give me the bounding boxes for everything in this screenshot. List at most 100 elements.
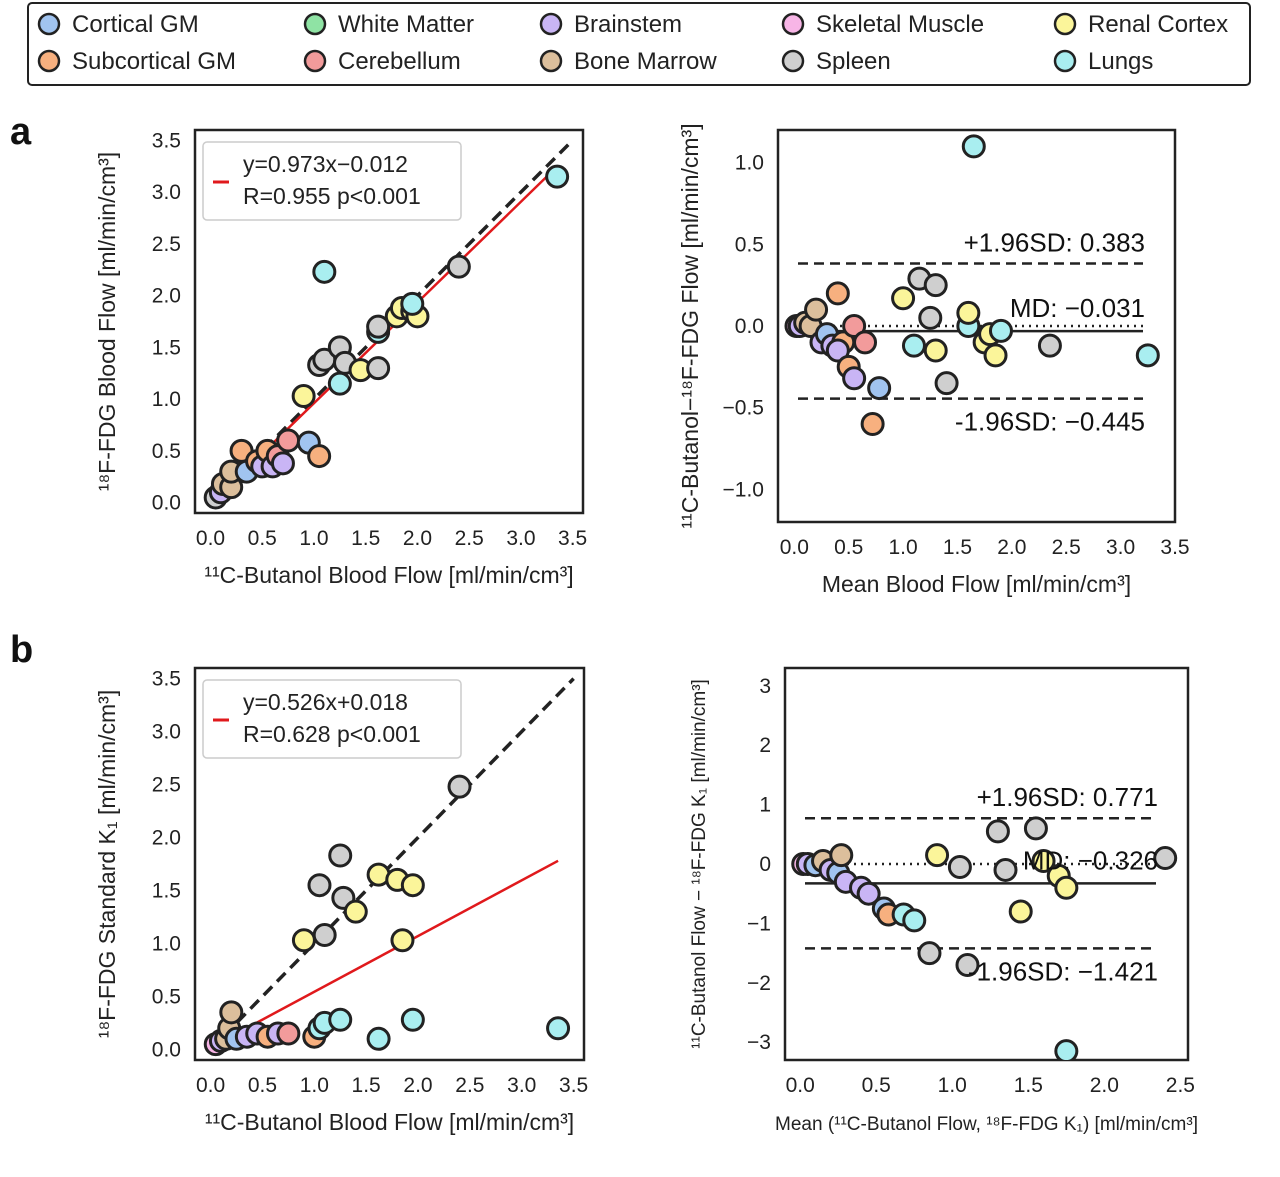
legend-label: Spleen xyxy=(816,48,891,75)
x-tick-label: 0.5 xyxy=(248,527,277,550)
plot-area xyxy=(203,677,575,1057)
data-point xyxy=(545,164,570,189)
data-point xyxy=(853,330,878,355)
x-tick-label: 3.5 xyxy=(558,527,587,550)
fit-statistics: R=0.628 p<0.001 xyxy=(243,721,421,747)
x-tick-label: 3.0 xyxy=(1106,536,1135,559)
y-tick-label: 3.5 xyxy=(152,129,181,152)
x-tick-label: 3.0 xyxy=(507,1074,536,1097)
x-tick-label: 3.5 xyxy=(1160,536,1189,559)
legend-marker xyxy=(303,12,327,36)
x-tick-label: 2.5 xyxy=(1166,1074,1195,1097)
y-tick-label: 2 xyxy=(759,734,771,757)
data-point xyxy=(276,1021,301,1046)
y-tick-label: 1.0 xyxy=(152,388,181,411)
data-point xyxy=(1153,846,1178,871)
y-tick-label: 3.0 xyxy=(152,721,181,744)
fit-equation: y=0.973x−0.012 xyxy=(243,151,408,177)
x-tick-label: 2.0 xyxy=(997,536,1026,559)
y-axis-label: ¹⁸F-FDG Blood Flow [ml/min/cm³] xyxy=(94,152,120,491)
plot-area xyxy=(791,816,1178,1060)
fit-legend: y=0.973x−0.012 R=0.955 p<0.001 xyxy=(202,141,462,221)
y-tick-label: −1 xyxy=(747,912,771,935)
data-point xyxy=(804,297,829,322)
y-tick-label: 0.5 xyxy=(152,440,181,463)
data-point xyxy=(328,1007,353,1032)
regression-line xyxy=(213,859,559,1047)
y-tick-label: 2.5 xyxy=(152,774,181,797)
data-point xyxy=(366,1026,391,1051)
data-point xyxy=(343,899,368,924)
scatter-plot-b: 0.0 0.5 1.0 1.5 2.0 2.5 3.0 3.5 0.0 0.5 1.0 1.5 2.0 2… xyxy=(94,666,588,1135)
legend-label: Skeletal Muscle xyxy=(816,11,984,38)
x-tick-label: 3.0 xyxy=(506,527,535,550)
data-point xyxy=(842,314,867,338)
legend-frame xyxy=(27,2,1251,86)
x-tick-label: 1.0 xyxy=(938,1074,967,1097)
x-axis-label: Mean Blood Flow [ml/min/cm³] xyxy=(822,571,1131,597)
x-tick-label: 0.0 xyxy=(196,1074,225,1097)
legend-label: White Matter xyxy=(338,11,474,38)
x-tick-label: 1.5 xyxy=(943,536,972,559)
y-tick-label: 1.5 xyxy=(152,336,181,359)
legend-marker xyxy=(781,12,805,36)
data-point xyxy=(956,300,981,325)
data-point xyxy=(312,922,337,947)
data-point xyxy=(1008,899,1033,924)
legend-label: Subcortical GM xyxy=(72,48,236,75)
data-point xyxy=(860,412,885,436)
y-tick-label: 1 xyxy=(759,794,771,817)
x-tick-label: 1.5 xyxy=(352,1074,381,1097)
fit-equation: y=0.526x+0.018 xyxy=(243,689,408,715)
x-axis-label: Mean (¹¹C-Butanol Flow, ¹⁸F-FDG K₁) [ml/… xyxy=(775,1114,1198,1135)
y-tick-label: 0.0 xyxy=(152,492,181,515)
data-point xyxy=(328,843,353,868)
data-point xyxy=(923,273,948,298)
y-tick-label: 0 xyxy=(759,853,771,876)
x-tick-label: 1.0 xyxy=(299,527,328,550)
data-point xyxy=(366,356,391,381)
data-point xyxy=(842,366,867,391)
legend-label: Cortical GM xyxy=(72,11,199,38)
y-tick-label: 2.0 xyxy=(152,827,181,850)
y-tick-label: 1.0 xyxy=(152,932,181,955)
legend-marker xyxy=(539,49,563,73)
x-tick-label: 0.5 xyxy=(834,536,863,559)
x-tick-label: 1.0 xyxy=(888,536,917,559)
data-point xyxy=(291,928,316,953)
x-tick-label: 0.0 xyxy=(786,1074,815,1097)
data-point xyxy=(923,338,948,363)
upper-limit-label: +1.96SD: 0.383 xyxy=(964,227,1145,257)
data-point xyxy=(446,254,471,279)
y-tick-label: 0.5 xyxy=(735,233,764,256)
plot-frame xyxy=(783,666,1190,1062)
legend-marker xyxy=(303,49,327,73)
y-axis-label: ¹¹C-Butanol Flow − ¹⁸F-FDG K₁ [ml/min/cm… xyxy=(689,679,710,1049)
x-tick-label: 2.0 xyxy=(403,527,432,550)
data-point xyxy=(988,318,1013,343)
mean-difference-label: MD: −0.326 xyxy=(1023,845,1158,875)
identity-line xyxy=(209,677,575,1051)
data-point xyxy=(902,908,927,933)
y-tick-label: 2.5 xyxy=(152,233,181,256)
data-point xyxy=(891,286,916,311)
legend-marker xyxy=(1053,49,1077,73)
data-point xyxy=(934,371,959,396)
legend-label: Bone Marrow xyxy=(574,48,717,75)
legend-label: Cerebellum xyxy=(338,48,461,75)
scatter-plot-a: 0.0 0.5 1.0 1.5 2.0 2.5 3.0 3.5 0.0 0.5 1.0 1.5 2.0 2… xyxy=(94,128,587,588)
data-point xyxy=(856,881,881,906)
data-point xyxy=(307,444,332,469)
data-point xyxy=(312,259,337,284)
data-point xyxy=(447,774,472,799)
data-point xyxy=(307,873,332,898)
data-point xyxy=(1037,333,1062,358)
y-tick-label: 0.0 xyxy=(735,315,764,338)
y-tick-label: 0.0 xyxy=(152,1038,181,1061)
x-tick-label: 0.0 xyxy=(780,536,809,559)
data-point xyxy=(985,819,1010,844)
y-tick-label: 1.0 xyxy=(735,152,764,175)
x-tick-label: 3.5 xyxy=(559,1074,588,1097)
x-tick-label: 2.5 xyxy=(455,1074,484,1097)
data-point xyxy=(400,1007,425,1032)
